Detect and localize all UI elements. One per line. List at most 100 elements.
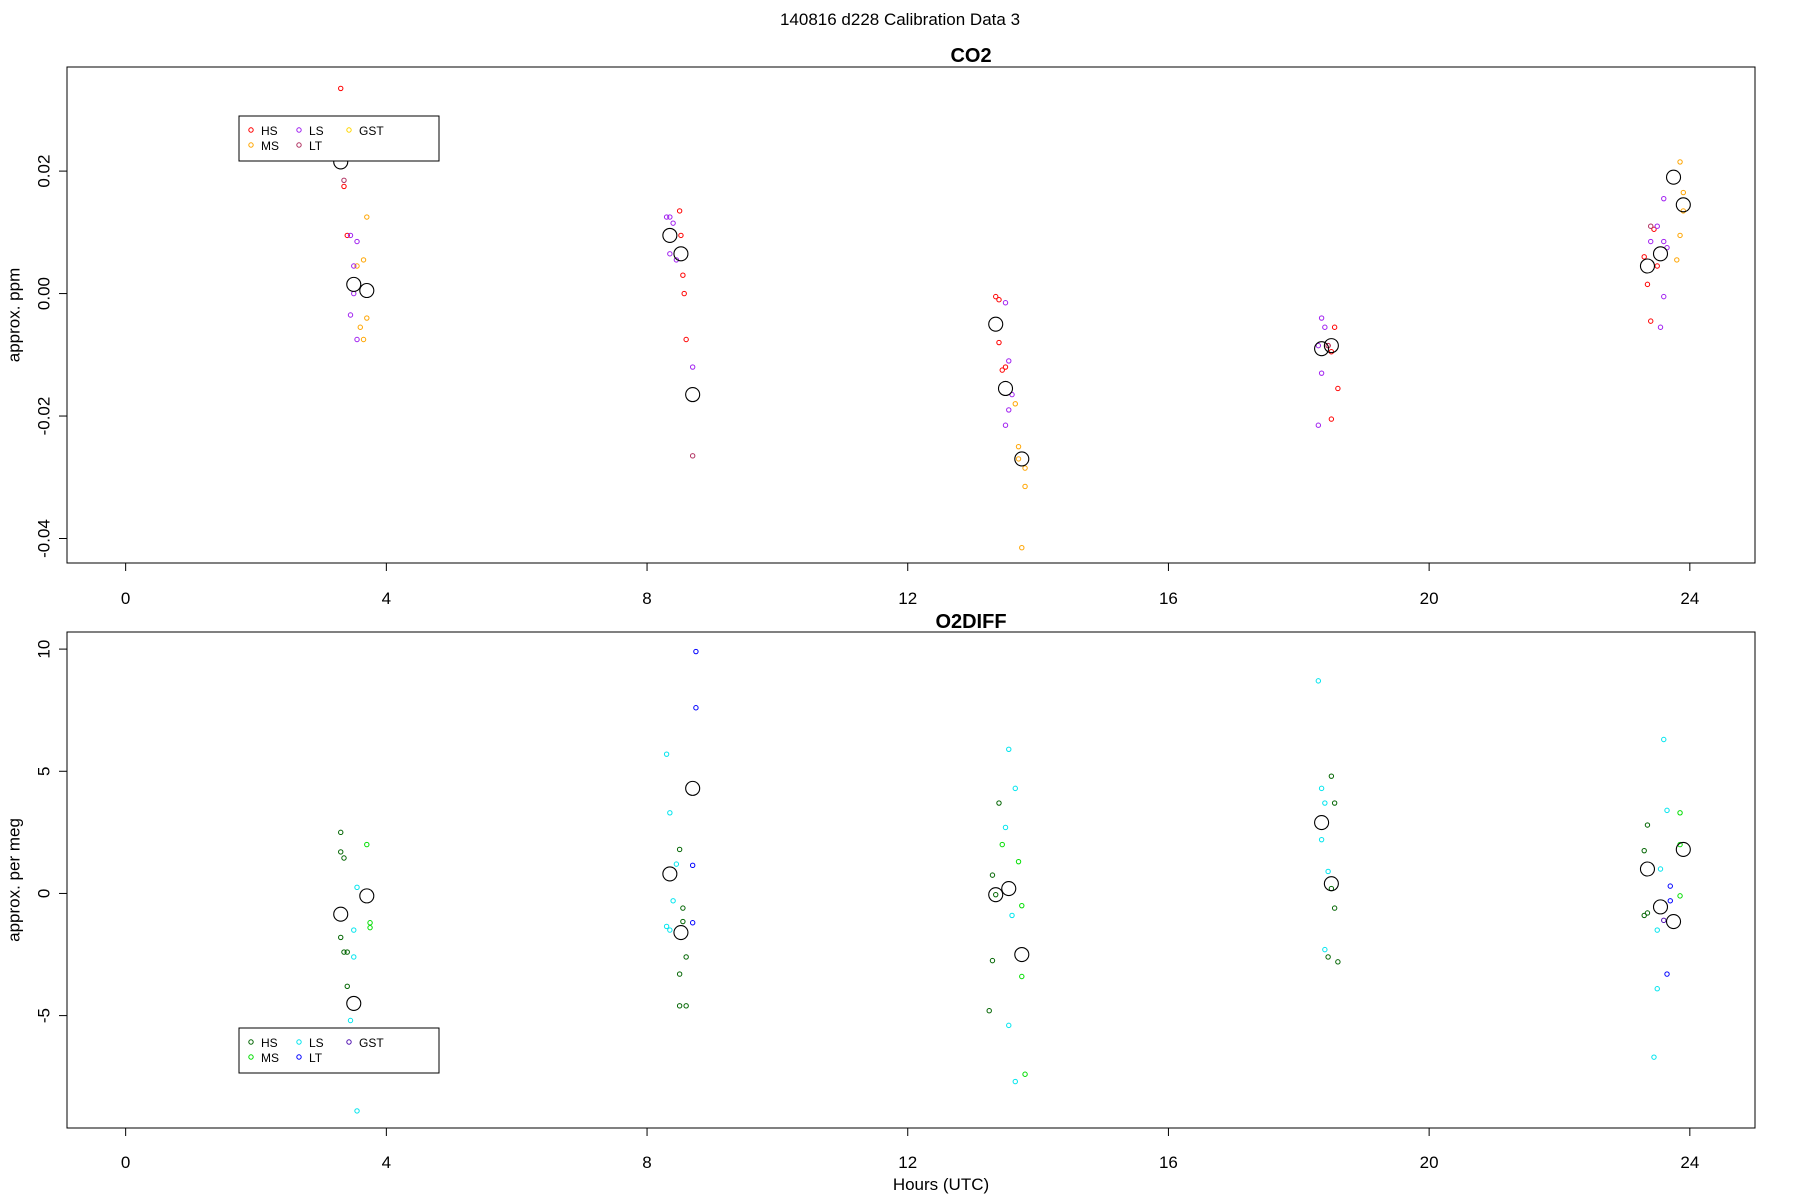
data-point: [1661, 238, 1667, 245]
legend-label: LT: [309, 1051, 323, 1065]
data-point: [683, 1003, 689, 1009]
data-point: [1325, 954, 1331, 960]
data-point: [663, 214, 670, 220]
data-point: [1022, 483, 1028, 490]
mean-point: [1314, 815, 1330, 831]
x-tick-label: 8: [642, 1153, 651, 1172]
y-tick-label: 0.00: [34, 277, 53, 310]
data-point: [360, 257, 367, 263]
data-point: [347, 312, 354, 318]
data-point: [676, 208, 683, 214]
mean-point: [1675, 841, 1691, 858]
data-point: [338, 829, 344, 836]
data-point: [1322, 800, 1328, 806]
data-point: [667, 927, 673, 933]
y-tick-label: 0: [34, 889, 53, 898]
data-point: [1677, 893, 1683, 899]
data-point: [1022, 1071, 1028, 1077]
data-point: [1661, 195, 1667, 202]
data-point: [351, 290, 357, 297]
mean-point: [346, 995, 362, 1011]
data-point: [338, 934, 344, 941]
data-point: [338, 85, 344, 92]
data-point: [364, 214, 370, 220]
legend-label: LS: [309, 124, 324, 138]
data-point: [364, 315, 370, 321]
legend-symbol: [296, 142, 302, 148]
data-point: [1325, 868, 1331, 875]
data-point: [996, 800, 1002, 806]
mean-point: [1639, 258, 1656, 274]
data-point: [1328, 416, 1335, 422]
data-point: [1657, 324, 1664, 330]
x-tick-label: 0: [121, 589, 130, 608]
data-point: [670, 220, 676, 226]
mean-point: [346, 276, 362, 292]
data-point: [1654, 927, 1660, 933]
data-point: [1335, 959, 1341, 965]
panel-title: O2DIFF: [935, 611, 1006, 633]
data-point: [1335, 385, 1341, 392]
data-point: [1677, 159, 1683, 165]
legend-symbol: [248, 142, 254, 148]
data-point: [338, 849, 344, 855]
legend-symbol: [248, 1039, 254, 1045]
data-point: [1651, 226, 1657, 232]
x-tick-label: 12: [898, 1153, 917, 1172]
mean-point: [1675, 197, 1691, 213]
data-point: [1322, 946, 1328, 953]
data-point: [683, 954, 689, 960]
data-point: [1006, 407, 1012, 413]
data-point: [989, 957, 996, 964]
data-point: [354, 884, 360, 891]
x-tick-label: 24: [1680, 589, 1699, 608]
data-point: [344, 232, 350, 239]
data-point: [680, 905, 686, 911]
legend-label: GST: [359, 1036, 384, 1050]
legend-label: HS: [261, 1036, 278, 1050]
legend-symbol: [296, 1039, 302, 1045]
data-point: [1002, 300, 1009, 306]
data-point: [1006, 358, 1012, 364]
data-point: [1315, 678, 1322, 684]
data-point: [351, 263, 357, 269]
data-point: [678, 232, 684, 239]
mean-point: [1323, 876, 1339, 892]
data-point: [667, 214, 673, 220]
data-point: [360, 336, 367, 343]
data-point: [1315, 342, 1322, 349]
data-point: [693, 648, 699, 655]
data-point: [676, 846, 683, 853]
x-tick-label: 12: [898, 589, 917, 608]
data-point: [989, 872, 996, 878]
y-tick-label: -0.02: [34, 397, 53, 436]
data-point: [1654, 223, 1660, 229]
data-point: [1318, 785, 1325, 792]
data-point: [367, 920, 373, 926]
data-point: [1318, 836, 1325, 843]
data-point: [996, 339, 1002, 346]
data-point: [341, 949, 347, 955]
data-point: [1318, 370, 1325, 376]
data-point: [1015, 443, 1022, 450]
mean-point: [673, 246, 689, 262]
data-point: [1648, 318, 1654, 324]
mean-point: [988, 887, 1004, 903]
data-point: [1019, 973, 1025, 980]
x-tick-label: 0: [121, 1153, 130, 1172]
data-point: [689, 364, 696, 370]
data-point: [1667, 883, 1673, 889]
data-point: [1644, 822, 1651, 828]
data-point: [1674, 257, 1680, 263]
legend-symbol: [248, 1054, 254, 1060]
data-point: [663, 923, 670, 930]
data-point: [1022, 465, 1028, 471]
x-tick-label: 20: [1420, 589, 1439, 608]
data-point: [670, 898, 676, 904]
data-point: [351, 927, 357, 933]
y-axis-title: approx. ppm: [4, 268, 23, 363]
data-point: [354, 263, 360, 269]
data-point: [1664, 807, 1670, 814]
y-tick-label: 0.02: [34, 155, 53, 188]
page-title: 140816 d228 Calibration Data 3: [779, 10, 1021, 29]
